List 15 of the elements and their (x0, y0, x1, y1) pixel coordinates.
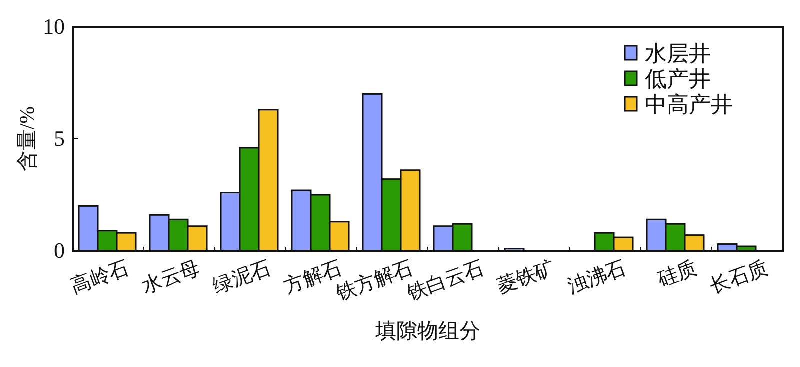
x-tick-label: 绿泥石 (210, 257, 274, 298)
y-tick-label: 5 (54, 126, 65, 151)
x-tick-label: 菱铁矿 (494, 257, 558, 298)
x-tick-label: 浊沸石 (565, 257, 630, 298)
x-tick-label: 长石质 (707, 257, 772, 298)
x-tick-label: 高岭石 (68, 256, 132, 298)
x-tick-label: 水云母 (139, 257, 204, 298)
legend-label: 中高产井 (645, 92, 733, 117)
y-tick-label: 10 (43, 14, 65, 39)
legend-label: 低产井 (645, 66, 711, 92)
legend-label: 水层井 (645, 41, 711, 66)
x-tick-label: 硅质 (654, 257, 700, 292)
x-axis-title: 填隙物组分 (374, 319, 480, 343)
y-axis-title: 含量/% (15, 106, 39, 172)
y-tick-label: 0 (54, 238, 65, 263)
